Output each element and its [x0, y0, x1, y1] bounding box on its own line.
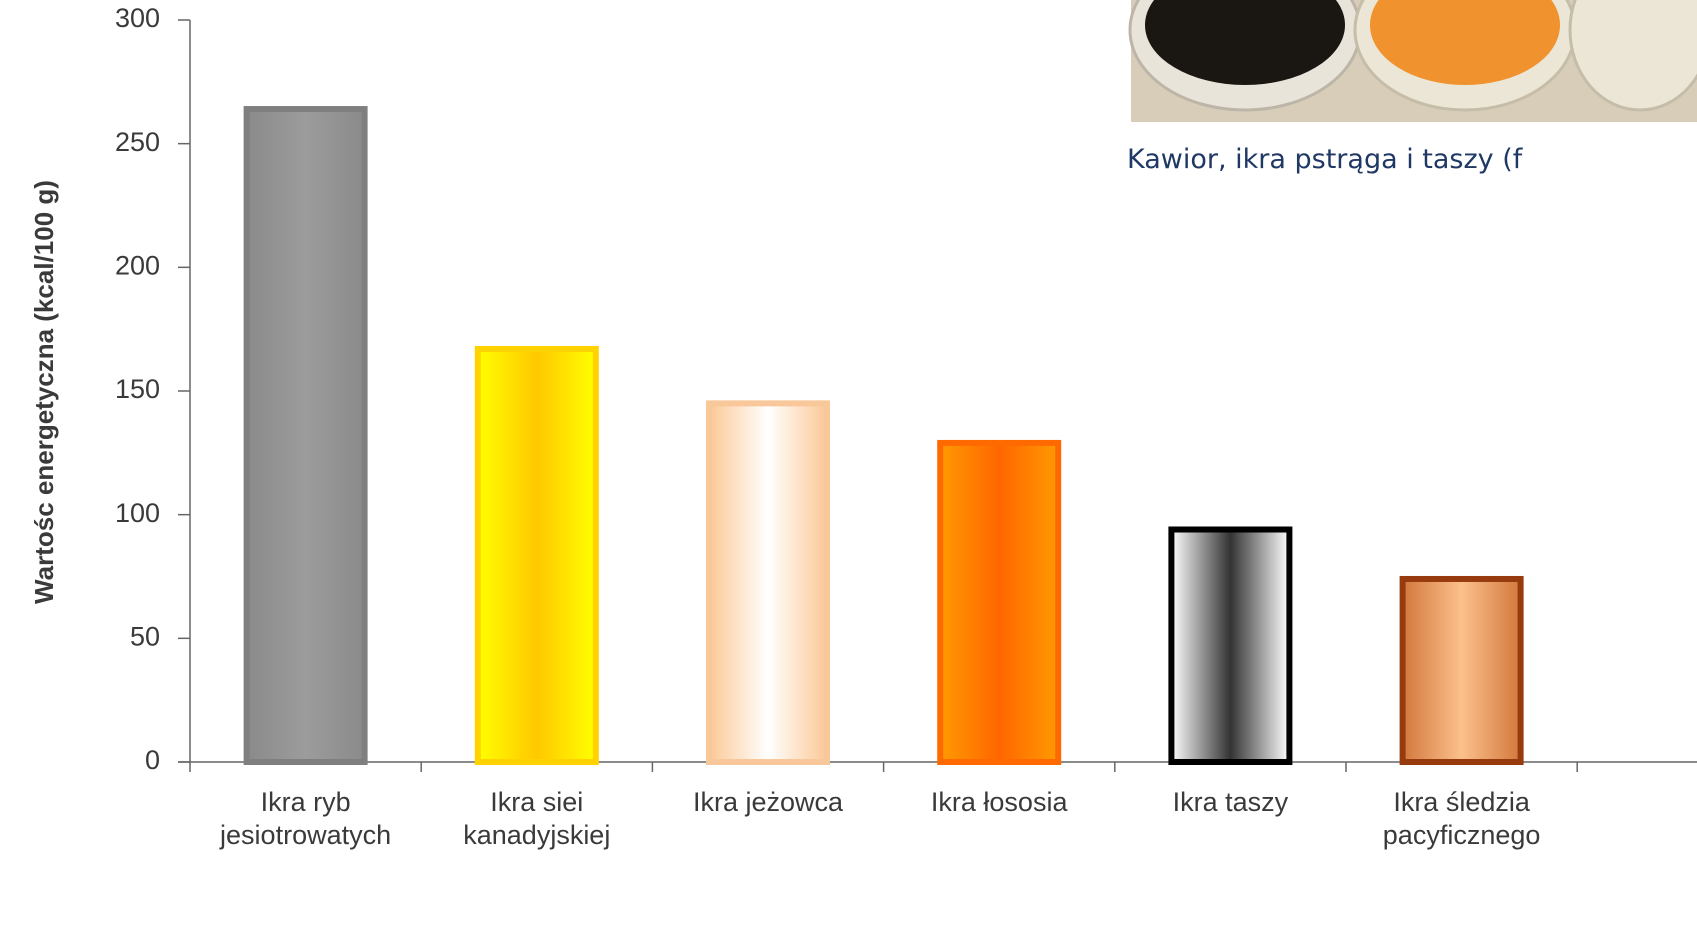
bar: [937, 439, 1062, 765]
x-tick-label: Ikra ryb jesiotrowatych: [220, 787, 392, 850]
bar: [474, 345, 599, 765]
y-tick-label: 250: [115, 127, 160, 157]
photo: [1128, 0, 1697, 122]
x-tick-label: Ikra śledzia pacyficznego: [1382, 787, 1541, 850]
y-tick-label: 200: [115, 250, 160, 280]
y-tick-label: 0: [145, 745, 160, 775]
bar: [1168, 526, 1293, 765]
bar: [706, 400, 830, 765]
photo-caption: Kawior, ikra pstrąga i taszy (f: [1127, 144, 1523, 175]
y-tick-label: 100: [115, 498, 160, 528]
y-tick-label: 300: [115, 3, 160, 33]
x-tick-label: Ikra siei kanadyjskiej: [463, 787, 611, 850]
bar: [1399, 575, 1524, 765]
y-axis-label: Wartośc energetyczna (kcal/100 g): [29, 180, 59, 604]
x-tick-label: Ikra łososia: [930, 787, 1068, 817]
x-tick-label: Ikra taszy: [1172, 787, 1289, 817]
y-tick-label: 50: [130, 621, 160, 651]
y-tick-label: 150: [115, 374, 160, 404]
bar: [243, 106, 368, 766]
x-tick-label: Ikra jeżowca: [692, 787, 844, 817]
